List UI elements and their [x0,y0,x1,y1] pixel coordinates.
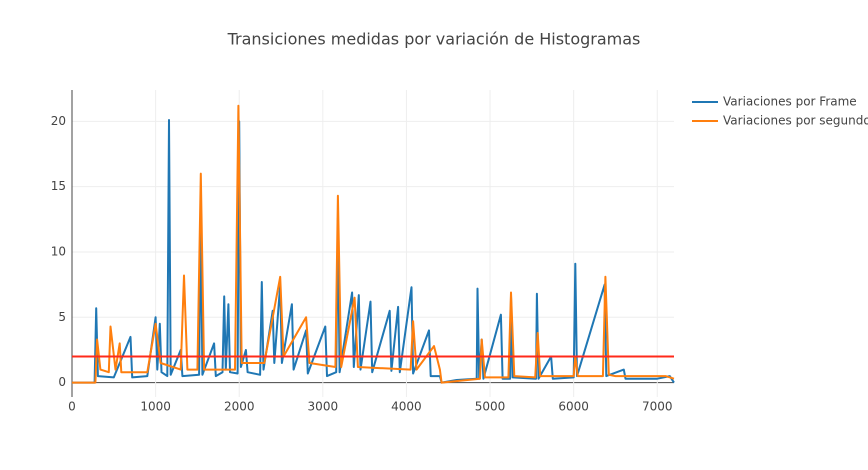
x-tick-label: 1000 [140,400,171,414]
x-tick-label: 6000 [558,400,589,414]
y-tick-label: 15 [51,179,66,193]
y-tick-label: 10 [51,244,66,258]
chart-title: Transiciones medidas por variación de Hi… [227,30,641,49]
y-tick-label: 20 [51,114,66,128]
x-tick-label: 4000 [391,400,422,414]
x-tick-label: 5000 [475,400,506,414]
series-line [72,119,675,384]
legend-label: Variaciones por Frame [723,95,857,109]
y-tick-label: 0 [58,375,66,389]
x-tick-label: 3000 [308,400,339,414]
y-tick-label: 5 [58,310,66,324]
series-line [72,104,675,384]
x-tick-label: 0 [68,400,76,414]
x-tick-label: 2000 [224,400,255,414]
x-tick-label: 7000 [642,400,673,414]
legend-label: Variaciones por segundo [723,114,868,128]
